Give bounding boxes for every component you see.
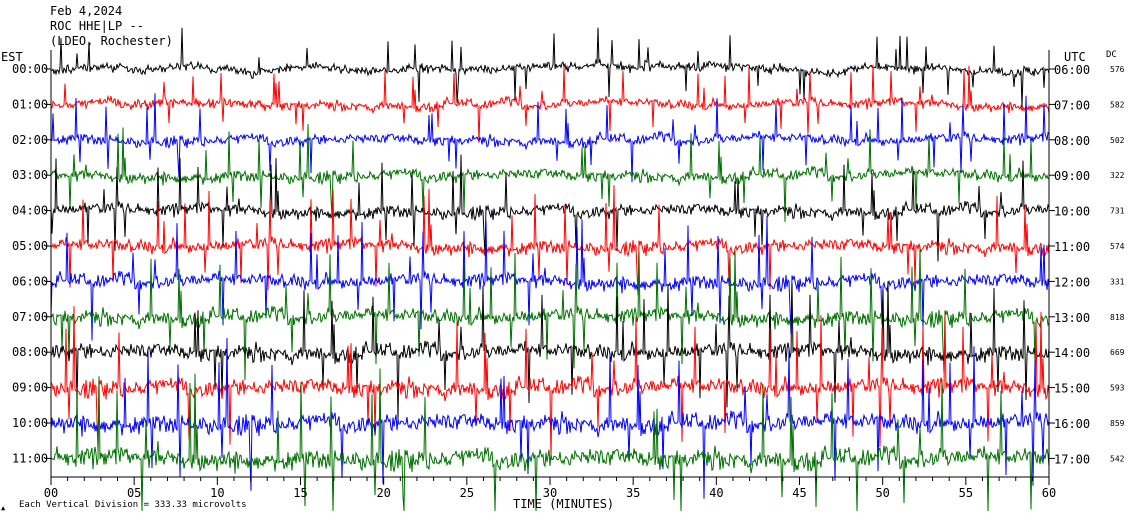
dc-value: 502 <box>1110 136 1125 145</box>
utc-time-label: 09:00 <box>1054 169 1090 183</box>
est-time-label: 11:00 <box>12 451 48 465</box>
left-timezone-label: EST <box>1 50 23 64</box>
scale-note: Each Vertical Division = 333.33 microvol… <box>19 500 247 510</box>
utc-time-label: 07:00 <box>1054 98 1090 112</box>
dc-value: 574 <box>1110 242 1125 251</box>
est-time-label: 04:00 <box>12 204 48 218</box>
est-time-label: 02:00 <box>12 133 48 147</box>
x-tick-label: 30 <box>543 486 557 500</box>
header-network: (LDEO, Rochester) <box>50 34 173 48</box>
utc-time-label: 13:00 <box>1054 311 1090 325</box>
x-tick-label: 15 <box>293 486 307 500</box>
x-tick-label: 45 <box>792 486 806 500</box>
dc-label: DC <box>1106 50 1117 60</box>
est-time-label: 07:00 <box>12 310 48 324</box>
est-time-label: 00:00 <box>12 62 48 76</box>
trace-line <box>50 27 1050 108</box>
utc-time-label: 11:00 <box>1054 240 1090 254</box>
est-time-label: 05:00 <box>12 239 48 253</box>
x-tick-label: 55 <box>959 486 973 500</box>
dc-value: 331 <box>1110 277 1125 286</box>
dc-value: 542 <box>1110 454 1125 463</box>
dc-value: 818 <box>1110 313 1125 322</box>
est-time-label: 03:00 <box>12 168 48 182</box>
utc-time-label: 06:00 <box>1054 63 1090 77</box>
trace-line <box>50 64 1050 143</box>
x-tick-label: 40 <box>709 486 723 500</box>
utc-time-label: 12:00 <box>1054 275 1090 289</box>
dc-value: 859 <box>1110 419 1125 428</box>
est-time-label: 09:00 <box>12 381 48 395</box>
x-tick-label: 20 <box>376 486 390 500</box>
est-time-label: 10:00 <box>12 416 48 430</box>
trace-line <box>50 185 1050 296</box>
trace-line <box>50 337 1050 499</box>
dc-value: 322 <box>1110 171 1125 180</box>
dc-value: 576 <box>1110 65 1125 74</box>
trace-line <box>50 124 1050 222</box>
dc-value: 731 <box>1110 207 1125 216</box>
trace-line <box>50 154 1050 262</box>
x-axis-title: TIME (MINUTES) <box>513 497 615 511</box>
x-tick-label: 00 <box>44 486 58 500</box>
dc-value: 669 <box>1110 348 1125 357</box>
trace-line <box>50 281 1050 420</box>
est-time-label: 01:00 <box>12 97 48 111</box>
header-station: ROC HHE|LP -- <box>50 19 144 33</box>
est-time-label: 06:00 <box>12 274 48 288</box>
utc-time-label: 16:00 <box>1054 417 1090 431</box>
trace-line <box>50 368 1050 512</box>
x-tick-label: 35 <box>626 486 640 500</box>
x-tick-label: 25 <box>460 486 474 500</box>
utc-time-label: 10:00 <box>1054 205 1090 219</box>
x-tick-label: 60 <box>1042 486 1056 500</box>
utc-time-label: 15:00 <box>1054 382 1090 396</box>
x-tick-label: 50 <box>875 486 889 500</box>
utc-time-label: 08:00 <box>1054 134 1090 148</box>
header-date: Feb 4,2024 <box>50 4 123 18</box>
dc-value: 582 <box>1110 100 1125 109</box>
x-tick-label: 05 <box>127 486 141 500</box>
trace-line <box>50 306 1050 460</box>
right-timezone-label: UTC <box>1064 50 1086 64</box>
station-icon: ▲ <box>1 504 6 512</box>
x-tick-label: 10 <box>210 486 224 500</box>
utc-time-label: 17:00 <box>1054 452 1090 466</box>
est-time-label: 08:00 <box>12 345 48 359</box>
trace-line <box>50 93 1050 183</box>
utc-time-label: 14:00 <box>1054 346 1090 360</box>
dc-value: 593 <box>1110 384 1125 393</box>
